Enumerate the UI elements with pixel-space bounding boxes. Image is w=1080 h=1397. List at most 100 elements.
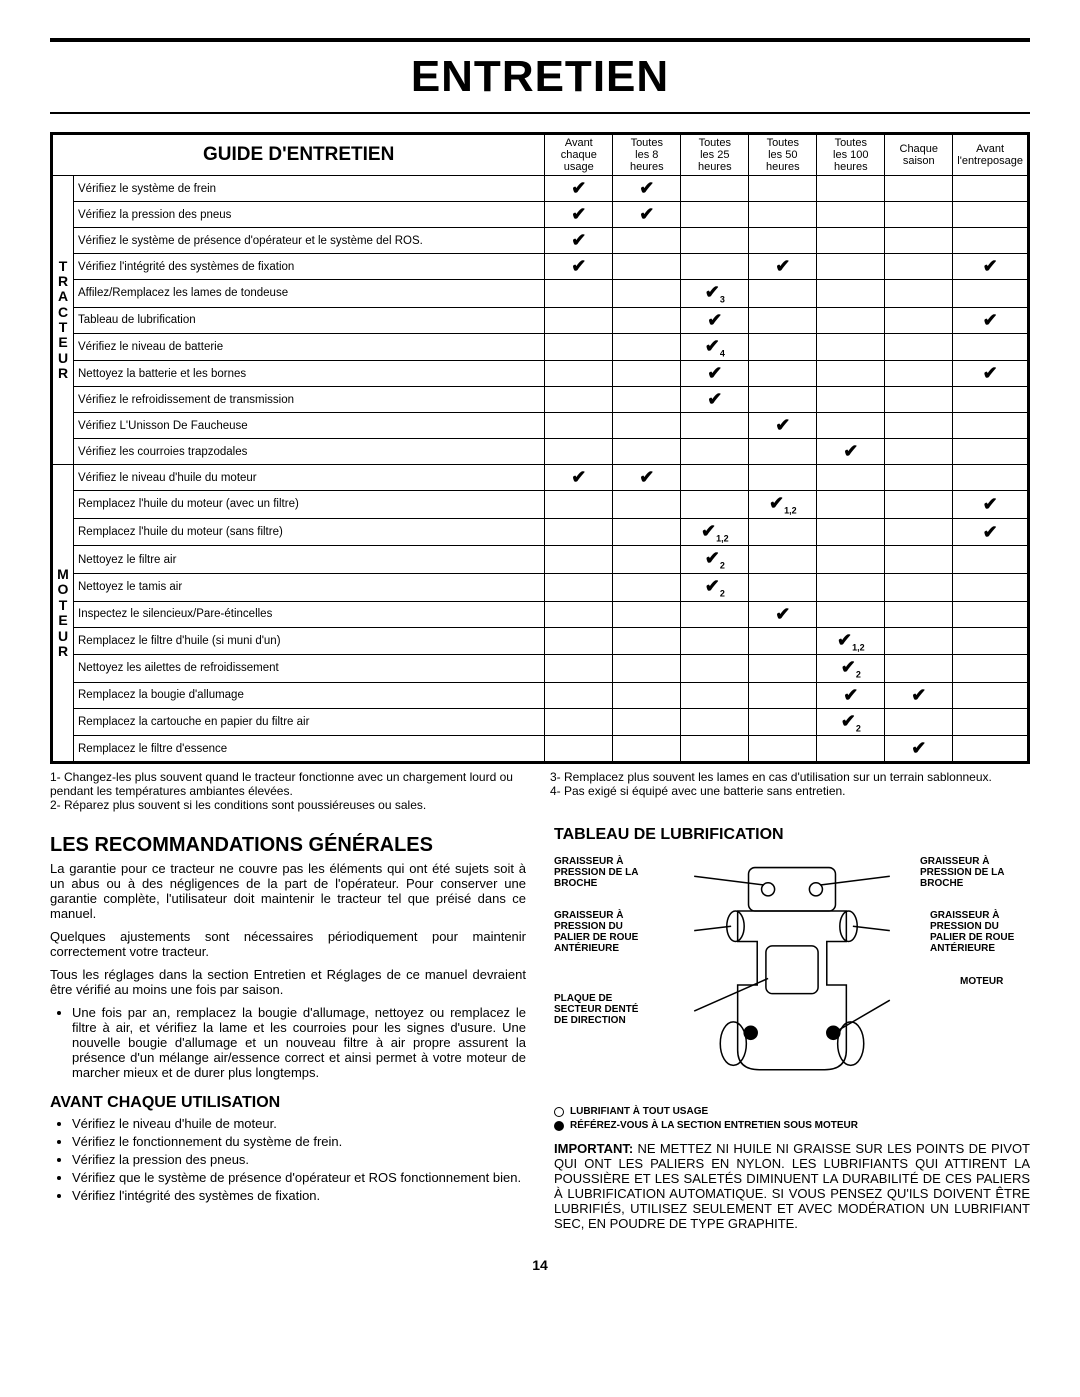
check-cell [613, 228, 681, 254]
check-cell: ✔ [817, 682, 885, 708]
check-cell: ✔1,2 [749, 491, 817, 519]
lube-label-plaque: PLAQUE DE SECTEUR DENTÉ DE DIRECTION [554, 993, 644, 1026]
check-cell [885, 601, 953, 627]
check-cell [953, 736, 1029, 763]
top-rule [50, 38, 1030, 42]
check-cell [817, 518, 885, 546]
check-cell [681, 601, 749, 627]
check-cell [749, 176, 817, 202]
check-cell [545, 736, 613, 763]
column-header: Toutesles 8heures [613, 134, 681, 176]
check-cell [545, 518, 613, 546]
check-cell [681, 254, 749, 280]
check-cell: ✔ [953, 307, 1029, 333]
check-cell [749, 518, 817, 546]
column-header: Avantchaqueusage [545, 134, 613, 176]
table-row: Remplacez le filtre d'essence✔ [52, 736, 1029, 763]
check-cell [885, 387, 953, 413]
check-cell [749, 627, 817, 655]
row-label: Vérifiez la pression des pneus [74, 202, 545, 228]
row-label: Affilez/Remplacez les lames de tondeuse [74, 280, 545, 308]
check-cell [817, 491, 885, 519]
check-cell [613, 387, 681, 413]
row-label: Tableau de lubrification [74, 307, 545, 333]
check-cell [885, 518, 953, 546]
check-cell [885, 573, 953, 601]
check-cell [681, 465, 749, 491]
table-row: Vérifiez la pression des pneus✔✔ [52, 202, 1029, 228]
row-label: Remplacez l'huile du moteur (sans filtre… [74, 518, 545, 546]
check-cell [613, 333, 681, 361]
row-label: Remplacez la bougie d'allumage [74, 682, 545, 708]
check-cell: ✔ [613, 176, 681, 202]
check-cell [749, 708, 817, 736]
row-label: Vérifiez le refroidissement de transmiss… [74, 387, 545, 413]
check-cell [885, 413, 953, 439]
table-title-cell: GUIDE D'ENTRETIEN [52, 134, 545, 176]
check-cell [817, 228, 885, 254]
check-cell [613, 280, 681, 308]
check-cell: ✔ [953, 361, 1029, 387]
check-cell [613, 708, 681, 736]
check-cell [885, 361, 953, 387]
before-use-item: Vérifiez que le système de présence d'op… [72, 1170, 526, 1185]
check-cell [613, 736, 681, 763]
before-use-item: Vérifiez le fonctionnement du système de… [72, 1134, 526, 1149]
check-cell [885, 280, 953, 308]
check-cell [817, 601, 885, 627]
check-cell [681, 439, 749, 465]
check-cell [953, 333, 1029, 361]
important-label: IMPORTANT: [554, 1141, 633, 1156]
check-cell [953, 655, 1029, 683]
row-label: Vérifiez les courroies trapzodales [74, 439, 545, 465]
page-number: 14 [50, 1257, 1030, 1273]
table-row: Nettoyez le filtre air✔2 [52, 546, 1029, 574]
legend-dot-open [554, 1107, 564, 1117]
check-cell: ✔ [545, 228, 613, 254]
column-header: Toutesles 100heures [817, 134, 885, 176]
before-use-item: Vérifiez la pression des pneus. [72, 1152, 526, 1167]
check-cell [613, 491, 681, 519]
check-cell [817, 280, 885, 308]
check-cell [749, 202, 817, 228]
footnotes: 1- Changez-les plus souvent quand le tra… [50, 770, 1030, 812]
check-cell [545, 307, 613, 333]
check-cell [613, 518, 681, 546]
check-cell: ✔ [885, 736, 953, 763]
lube-heading: TABLEAU DE LUBRIFICATION [554, 826, 1030, 844]
row-label: Vérifiez l'intégrité des systèmes de fix… [74, 254, 545, 280]
group-side-label: MOTEUR [52, 465, 74, 763]
left-column: LES RECOMMANDATIONS GÉNÉRALES La garanti… [50, 826, 526, 1239]
check-cell [817, 176, 885, 202]
check-cell [545, 601, 613, 627]
check-cell [885, 546, 953, 574]
table-row: TRACTEURVérifiez le système de frein✔✔ [52, 176, 1029, 202]
footnote-1: 1- Changez-les plus souvent quand le tra… [50, 770, 530, 798]
table-row: Vérifiez l'intégrité des systèmes de fix… [52, 254, 1029, 280]
check-cell [681, 228, 749, 254]
check-cell [749, 280, 817, 308]
important-block: IMPORTANT: NE METTEZ NI HUILE NI GRAISSE… [554, 1141, 1030, 1231]
column-header: Chaquesaison [885, 134, 953, 176]
check-cell: ✔ [953, 491, 1029, 519]
row-label: Nettoyez le tamis air [74, 573, 545, 601]
row-label: Remplacez le filtre d'huile (si muni d'u… [74, 627, 545, 655]
check-cell: ✔ [681, 387, 749, 413]
check-cell [613, 439, 681, 465]
check-cell [885, 228, 953, 254]
check-cell: ✔ [545, 176, 613, 202]
check-cell [545, 627, 613, 655]
check-cell [681, 627, 749, 655]
check-cell [749, 333, 817, 361]
check-cell [817, 361, 885, 387]
table-row: Remplacez le filtre d'huile (si muni d'u… [52, 627, 1029, 655]
check-cell [885, 627, 953, 655]
table-row: Vérifiez les courroies trapzodales✔ [52, 439, 1029, 465]
right-column: TABLEAU DE LUBRIFICATION [554, 826, 1030, 1239]
lube-label-broche-l: GRAISSEUR À PRESSION DE LA BROCHE [554, 856, 664, 889]
check-cell [953, 176, 1029, 202]
table-row: Vérifiez le refroidissement de transmiss… [52, 387, 1029, 413]
table-row: Nettoyez le tamis air✔2 [52, 573, 1029, 601]
check-cell: ✔3 [681, 280, 749, 308]
row-label: Vérifiez L'Unisson De Faucheuse [74, 413, 545, 439]
